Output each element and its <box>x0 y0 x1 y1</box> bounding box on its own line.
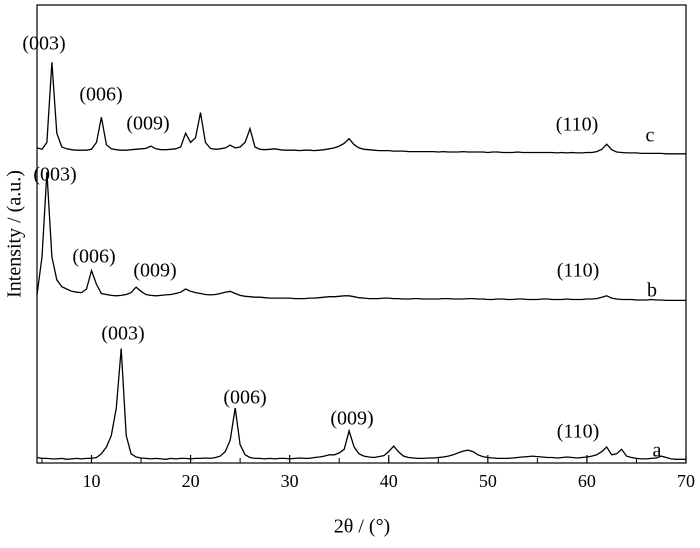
peak-label: (110) <box>557 260 600 282</box>
plot-frame <box>36 4 687 464</box>
peak-label: (009) <box>126 113 169 135</box>
xrd-trace <box>36 348 686 460</box>
peak-label: (006) <box>72 246 115 268</box>
x-tick-label: 60 <box>578 471 596 491</box>
x-tick-label: 10 <box>82 471 100 491</box>
x-axis-label: 2θ / (°) <box>334 516 390 538</box>
y-axis-label: Intensity / (a.u.) <box>4 170 26 298</box>
series-label: c <box>646 125 655 147</box>
x-tick-label: 70 <box>677 471 695 491</box>
x-tick-label: 40 <box>380 471 398 491</box>
x-tick-label: 50 <box>479 471 497 491</box>
xrd-trace <box>36 62 686 155</box>
series-label: b <box>647 280 657 302</box>
peak-label: (003) <box>33 164 76 186</box>
series-label: a <box>653 440 662 462</box>
x-tick-label: 30 <box>281 471 299 491</box>
xrd-trace <box>36 172 686 302</box>
peak-label: (009) <box>133 260 176 282</box>
peak-label: (110) <box>556 114 599 136</box>
peak-label: (003) <box>22 33 65 55</box>
peak-label: (003) <box>101 323 144 345</box>
peak-label: (009) <box>330 408 373 430</box>
peak-label: (006) <box>79 84 122 106</box>
x-tick-label: 20 <box>182 471 200 491</box>
peak-label: (006) <box>223 387 266 409</box>
peak-label: (110) <box>557 421 600 443</box>
